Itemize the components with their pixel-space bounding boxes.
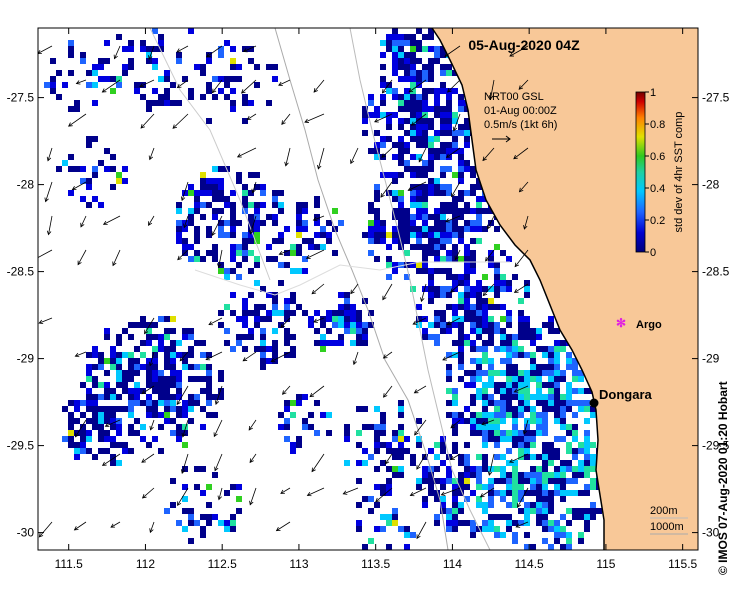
lat-tick-label-right: -29.5 <box>702 439 730 453</box>
lon-tick-label: 115.5 <box>668 557 697 571</box>
colorbar-tick-label: 0 <box>650 247 656 259</box>
lon-tick-label: 112.5 <box>208 557 237 571</box>
lat-tick-label-right: -29 <box>702 352 720 366</box>
argo-star-icon: ✻ <box>616 316 626 330</box>
dongara-dot-icon <box>589 398 599 408</box>
lat-tick-label: -29 <box>17 352 35 366</box>
axis-ticks: 111.5 112 112.5 113 113.5 114 114.5 115 115.5 -27… <box>7 28 730 571</box>
sst-stddev-pixels <box>44 28 614 550</box>
lat-tick-label: -28.5 <box>7 265 35 279</box>
lat-tick-label: -28 <box>17 178 35 192</box>
glider-track <box>194 261 510 296</box>
colorbar-tick-label: 0.4 <box>650 183 665 195</box>
land-area <box>432 28 698 550</box>
lon-tick-label: 114 <box>443 557 462 571</box>
colorbar: 0 0.2 0.4 0.6 0.8 1 std dev of 4hr SST comp <box>635 87 685 259</box>
colorbar-tick-label: 0.8 <box>650 119 665 131</box>
lat-tick-label: -30 <box>17 526 35 540</box>
colorbar-tick-label: 1 <box>650 87 656 99</box>
dongara-label: Dongara <box>599 387 653 402</box>
lat-tick-label: -29.5 <box>7 439 35 453</box>
isobath-1000m <box>274 28 449 550</box>
lat-tick-label-right: -30 <box>702 526 720 540</box>
plot-frame <box>37 27 699 551</box>
lon-tick-label: 115 <box>596 557 615 571</box>
wind-note-line3: 0.5m/s (1kt 6h) <box>484 119 557 131</box>
credit-text: © IMOS 07-Aug-2020 01:20 Hobart <box>716 381 730 575</box>
argo-label: Argo <box>636 319 662 331</box>
lat-tick-label-right: -28 <box>702 178 720 192</box>
depth-label-200m: 200m <box>650 505 678 517</box>
wind-scale-arrow <box>492 135 511 143</box>
isobath-200m <box>349 28 491 550</box>
wind-note-line1: NRT00 GSL <box>484 91 544 103</box>
lon-tick-label: 112 <box>136 557 155 571</box>
colorbar-tick-label: 0.6 <box>650 151 665 163</box>
colorbar-tick-label: 0.2 <box>650 215 665 227</box>
place-argo: ✻ Argo <box>616 316 662 331</box>
map-title: 05-Aug-2020 04Z <box>468 37 580 53</box>
lon-tick-label: 113.5 <box>361 557 390 571</box>
wind-vector-arrows <box>38 45 529 540</box>
isobath-deep <box>149 28 271 281</box>
lon-tick-label: 111.5 <box>55 557 84 571</box>
depth-legend: 200m 1000m <box>650 505 688 535</box>
place-dongara: Dongara <box>589 387 653 408</box>
wind-note-line2: 01-Aug 00:00Z <box>484 105 557 117</box>
lat-tick-label: -27.5 <box>7 91 35 105</box>
depth-label-1000m: 1000m <box>650 521 684 533</box>
coastline <box>431 28 605 550</box>
colorbar-label: std dev of 4hr SST comp <box>673 112 685 233</box>
lon-tick-label: 114.5 <box>515 557 544 571</box>
lat-tick-label-right: -27.5 <box>702 91 730 105</box>
lat-tick-label-right: -28.5 <box>702 265 730 279</box>
lon-tick-label: 113 <box>289 557 308 571</box>
